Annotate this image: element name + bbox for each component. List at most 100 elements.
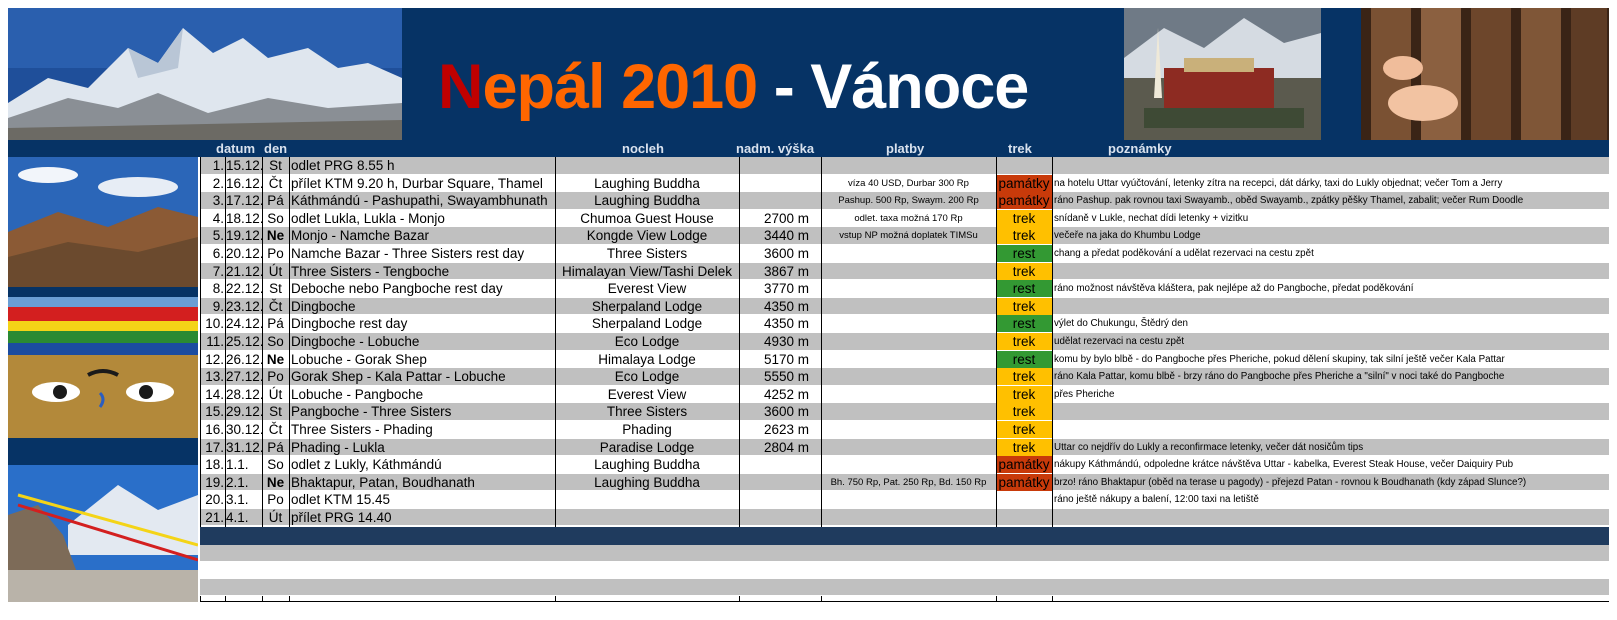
- row-altitude: 5550 m: [763, 369, 809, 385]
- row-number: 12.: [205, 351, 224, 367]
- header-vyska: nadm. výška: [736, 141, 815, 156]
- row-lodge: Laughing Buddha: [594, 193, 700, 209]
- table-row: 4. 18.12. So odlet Lukla, Lukla - Monjo Chum…: [200, 209, 1609, 228]
- side-divider: [8, 287, 198, 297]
- table-row: 17. 31.12. Pá Phading - Lukla Paradise Lodge…: [200, 438, 1609, 457]
- row-date: 17.12.: [226, 193, 262, 209]
- spreadsheet: Nepál 2010 - Vánoce datum den nocleh: [8, 8, 1609, 612]
- row-payments: [821, 333, 996, 350]
- stupa-eyes-photo: [8, 297, 198, 438]
- row-lodge: Everest View: [607, 281, 687, 297]
- row-route: Deboche nebo Pangboche rest day: [291, 281, 503, 297]
- row-day: Pá: [267, 316, 284, 332]
- table-row: 14. 28.12. Út Lobuche - Pangboche Everest Vi…: [200, 385, 1609, 404]
- row-number: 6.: [212, 245, 224, 261]
- row-payments: [821, 351, 996, 368]
- row-date: 31.12.: [226, 439, 262, 455]
- row-payments: Pashup. 500 Rp, Swaym. 200 Rp: [838, 195, 979, 207]
- row-note: [1052, 263, 1609, 280]
- row-lodge: [555, 491, 739, 508]
- row-day: St: [269, 158, 282, 173]
- table-row: 2. 16.12. Čt přílet KTM 9.20 h, Durbar Squa…: [200, 174, 1609, 193]
- table-row: 19. 2.1. Ne Bhaktapur, Patan, Boudhanath Lau…: [200, 473, 1609, 492]
- row-payments: [821, 509, 996, 526]
- table-row: 8. 22.12. St Deboche nebo Pangboche rest da…: [200, 280, 1609, 298]
- row-lodge: Paradise Lodge: [599, 439, 695, 455]
- row-route: odlet z Lukly, Káthmándú: [291, 457, 442, 473]
- row-lodge: Three Sisters: [606, 245, 688, 261]
- itinerary-table: 1. 15.12. St odlet PRG 8.55 h 2. 16.12. Čt příl…: [200, 157, 1609, 527]
- row-lodge: [555, 509, 739, 526]
- row-payments: [821, 298, 996, 315]
- row-trek-type: trek: [996, 332, 1052, 350]
- row-day: Pá: [267, 193, 284, 209]
- row-route: Phading - Lukla: [291, 439, 385, 455]
- row-day: Ne: [266, 351, 285, 367]
- row-altitude: [739, 509, 821, 526]
- row-note: [1052, 403, 1609, 420]
- row-trek-type: památky: [996, 174, 1052, 192]
- page-title: Nepál 2010 - Vánoce: [438, 52, 1029, 122]
- row-route: Lobuche - Gorak Shep: [291, 351, 427, 367]
- row-altitude: [739, 157, 821, 174]
- row-lodge: Phading: [622, 421, 672, 437]
- row-date: 3.1.: [226, 492, 249, 508]
- row-route: odlet KTM 15.45: [291, 492, 391, 508]
- row-number: 11.: [206, 333, 224, 349]
- row-number: 17.: [205, 439, 224, 455]
- row-trek-type: [996, 491, 1052, 508]
- table-row: 9. 23.12. Čt Dingboche Sherpaland Lodge 4350 …: [200, 297, 1609, 316]
- row-lodge: Laughing Buddha: [594, 457, 700, 473]
- row-route: Monjo - Namche Bazar: [291, 228, 430, 244]
- row-date: 19.12.: [226, 228, 262, 244]
- row-payments: vstup NP možná doplatek TIMSu: [839, 230, 978, 242]
- row-lodge: Himalayan View/Tashi Delek: [561, 263, 733, 279]
- row-lodge: Three Sisters: [606, 404, 688, 420]
- row-day: So: [267, 210, 284, 226]
- header-trek: trek: [1008, 141, 1032, 156]
- row-trek-type: trek: [996, 420, 1052, 438]
- row-altitude: 4350 m: [763, 316, 809, 332]
- row-trek-type: památky: [996, 192, 1052, 210]
- prayer-flags-photo: [8, 465, 198, 602]
- row-trek-type: trek: [996, 227, 1052, 245]
- row-note: na hotelu Uttar vyúčtování, letenky zítr…: [1054, 177, 1503, 189]
- row-trek-type: trek: [996, 385, 1052, 403]
- table-row: 20. 3.1. Po odlet KTM 15.45 ráno ještě nákup…: [200, 491, 1609, 509]
- row-day: Út: [268, 263, 283, 279]
- row-altitude: 4930 m: [763, 333, 809, 349]
- row-number: 5.: [212, 228, 224, 244]
- tengboche-monastery-photo: [1124, 8, 1321, 140]
- row-date: 21.12.: [226, 263, 262, 279]
- row-day: Čt: [268, 175, 283, 191]
- row-date: 23.12.: [226, 298, 262, 314]
- table-row: 12. 26.12. Ne Lobuche - Gorak Shep Himalaya …: [200, 350, 1609, 369]
- row-number: 13.: [205, 369, 224, 385]
- row-date: 24.12.: [226, 316, 262, 332]
- row-altitude: [739, 456, 821, 473]
- header-poznamky: poznámky: [1108, 141, 1172, 156]
- row-note: [1052, 421, 1609, 438]
- row-note: ráno ještě nákupy a balení, 12:00 taxi n…: [1054, 494, 1259, 506]
- row-lodge: Himalaya Lodge: [598, 351, 696, 367]
- row-route: Three Sisters - Tengboche: [291, 263, 450, 279]
- row-number: 9.: [212, 298, 224, 314]
- row-lodge: Laughing Buddha: [594, 474, 700, 490]
- row-altitude: [739, 192, 821, 209]
- row-note: [1052, 298, 1609, 315]
- row-trek-type: památky: [996, 473, 1052, 491]
- row-day: Út: [268, 386, 283, 402]
- row-day: St: [269, 404, 282, 420]
- mountain-valley-photo: [8, 157, 198, 287]
- row-trek-type: trek: [996, 368, 1052, 386]
- row-trek-type: trek: [996, 403, 1052, 421]
- row-day: St: [269, 281, 282, 297]
- row-note: udělat rezervaci na cestu zpět: [1054, 335, 1185, 347]
- row-route: Namche Bazar - Three Sisters rest day: [291, 245, 525, 261]
- row-altitude: [739, 474, 821, 491]
- row-date: 27.12.: [226, 369, 262, 385]
- row-date: 20.12.: [226, 245, 262, 261]
- table-footer-bar: [200, 527, 1609, 545]
- row-route: Káthmándú - Pashupathi, Swayambhunath: [291, 193, 548, 209]
- table-row: 3. 17.12. Pá Káthmándú - Pashupathi, Swayam…: [200, 192, 1609, 210]
